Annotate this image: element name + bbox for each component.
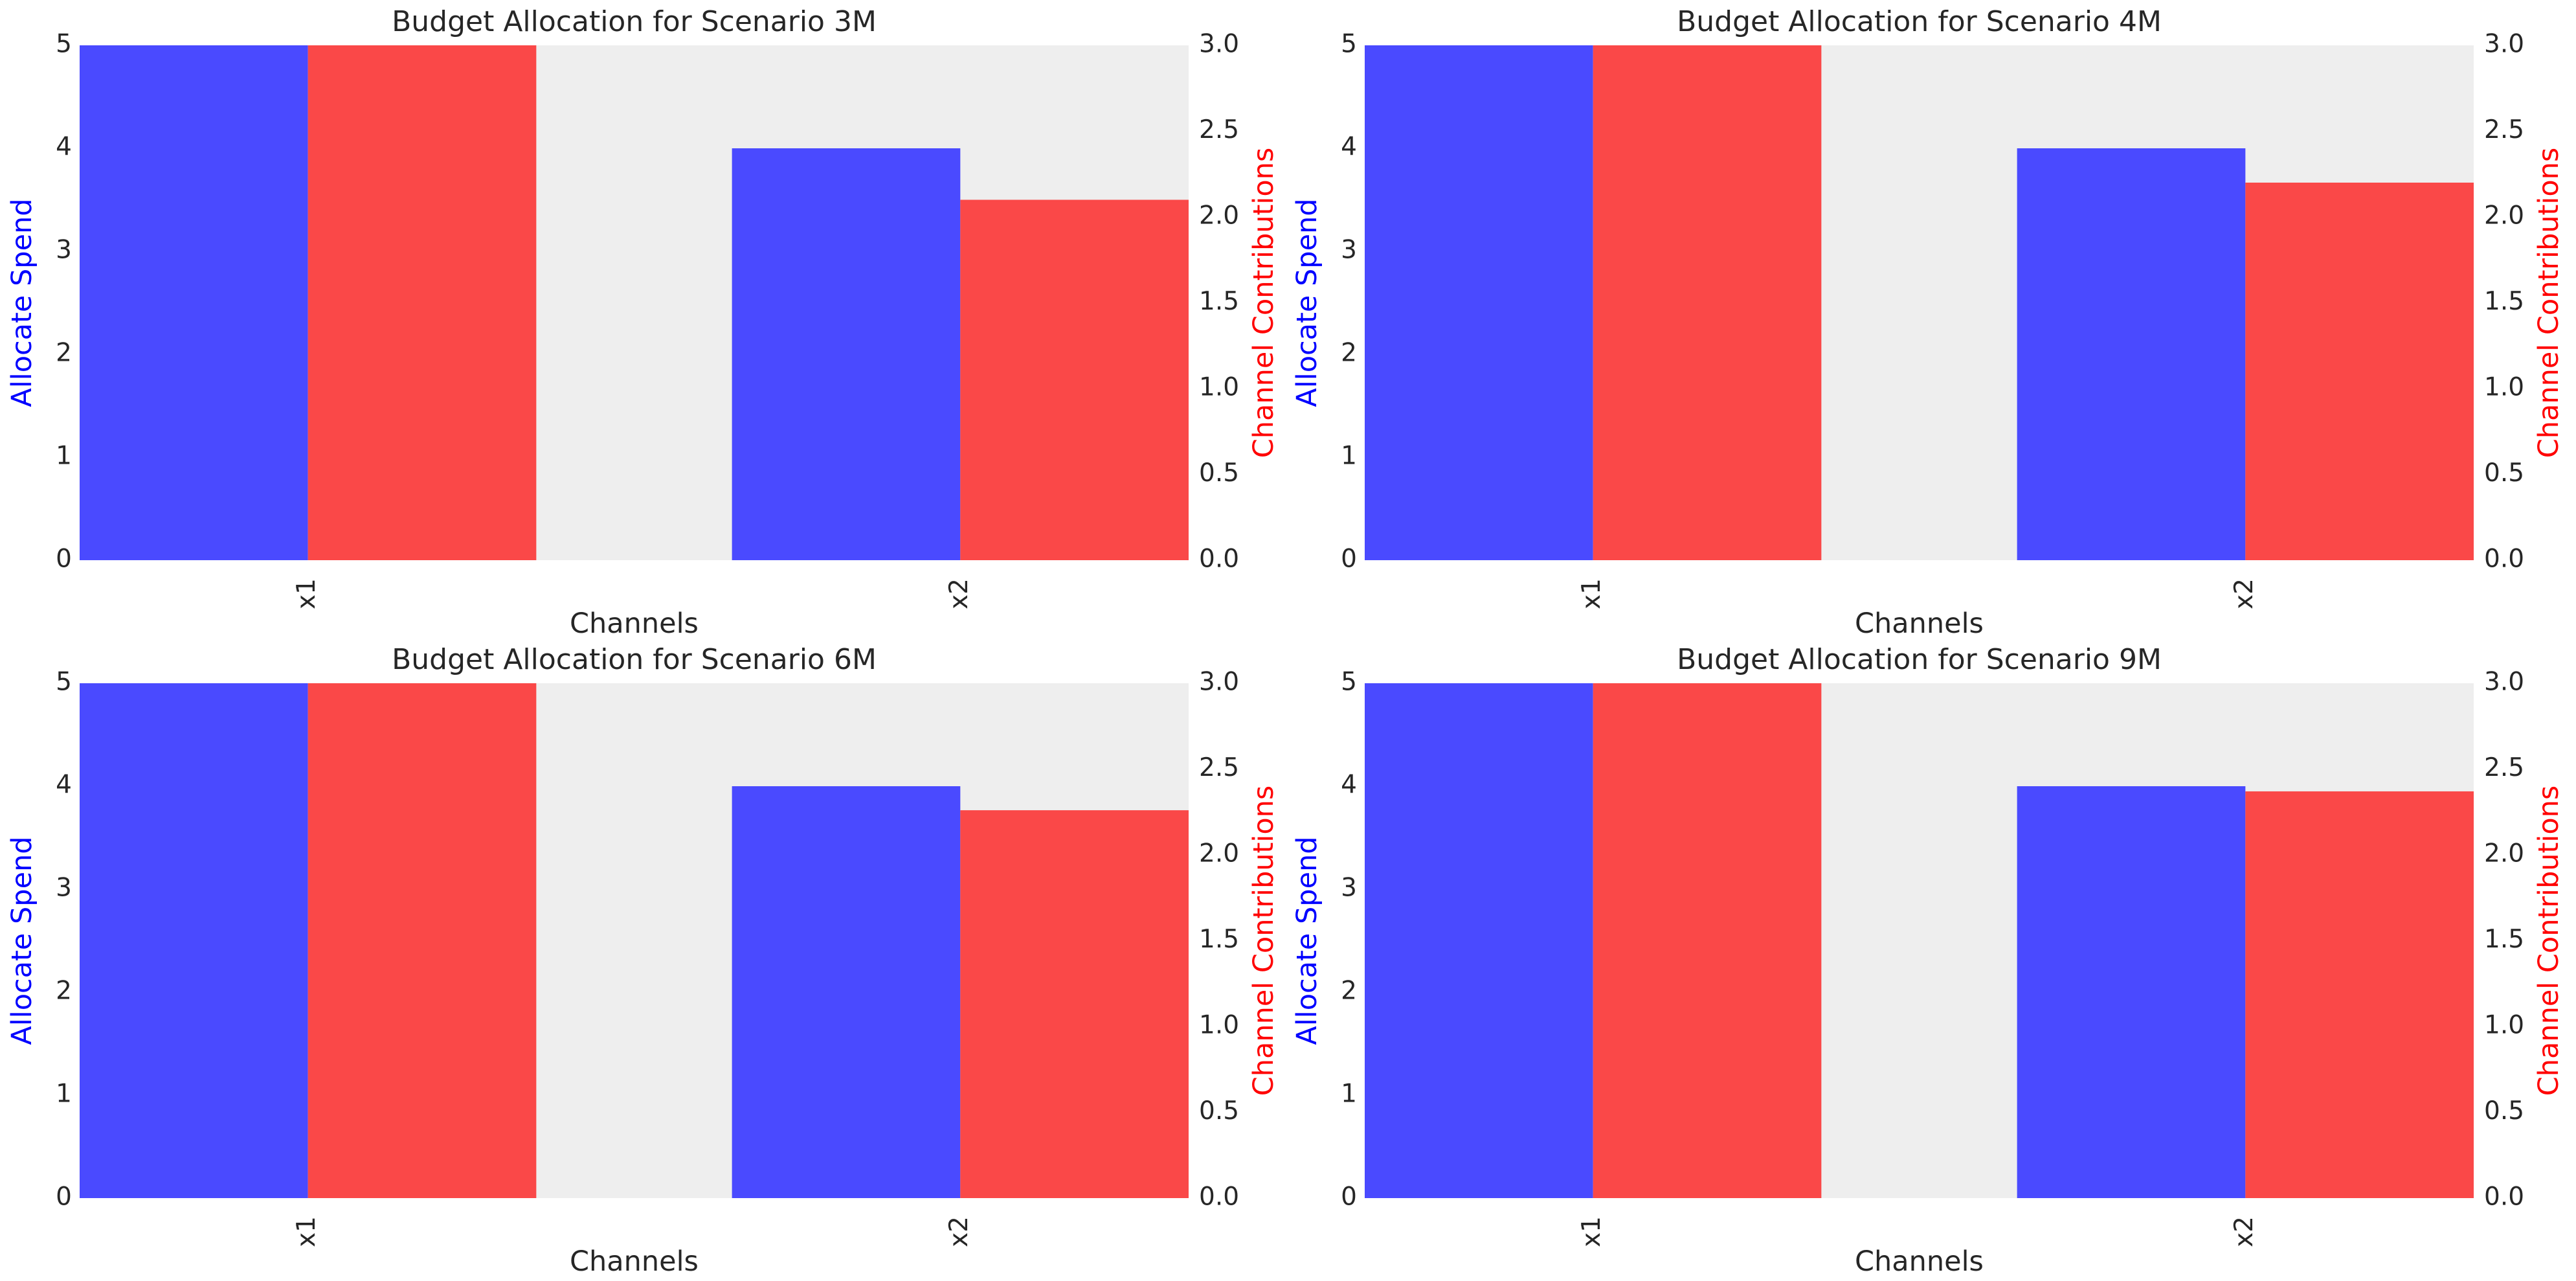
y-tick-label-right: 2.5 — [2484, 753, 2524, 782]
x-tick-label: x2 — [2230, 578, 2259, 609]
y-tick-label-right: 1.5 — [1199, 287, 1239, 316]
spend-bar-x2 — [2017, 148, 2246, 560]
y-tick-label-left: 1 — [56, 442, 72, 471]
y-tick-label-left: 5 — [1341, 30, 1357, 59]
x-axis-label: Channels — [1855, 607, 1984, 640]
y-tick-label-left: 2 — [1341, 977, 1357, 1006]
y-tick-label-left: 4 — [56, 771, 72, 800]
y-tick-label-left: 4 — [1341, 771, 1357, 800]
y-tick-label-right: 0.0 — [1199, 545, 1239, 574]
x-tick-label: x1 — [292, 1216, 321, 1247]
y-tick-label-right: 0.0 — [1199, 1183, 1239, 1212]
y-axis-label-right: Channel Contributions — [2533, 148, 2565, 459]
y-tick-label-left: 1 — [1341, 1080, 1357, 1109]
chart-panel-2: Budget Allocation for Scenario 4M x1 x2 0 1 2… — [1291, 5, 2565, 640]
spend-bar-x1 — [80, 45, 308, 560]
y-tick-label-left: 2 — [1341, 339, 1357, 368]
y-tick-label-right: 0.0 — [2484, 545, 2524, 574]
y-tick-label-right: 1.0 — [1199, 1011, 1239, 1040]
y-tick-label-left: 0 — [56, 1183, 72, 1212]
contribution-bar-x2 — [2245, 791, 2474, 1198]
spend-bar-x1 — [80, 683, 308, 1198]
x-axis-label: Channels — [1855, 1245, 1984, 1278]
y-tick-label-right: 1.0 — [2484, 373, 2524, 402]
x-tick-label: x2 — [945, 578, 974, 609]
contribution-bar-x1 — [308, 45, 537, 560]
x-axis-label: Channels — [570, 1245, 699, 1278]
y-tick-label-right: 3.0 — [1199, 30, 1239, 59]
y-tick-label-left: 5 — [56, 30, 72, 59]
y-tick-label-left: 3 — [56, 236, 72, 265]
chart-title: Budget Allocation for Scenario 6M — [392, 643, 877, 676]
y-tick-label-left: 3 — [1341, 236, 1357, 265]
y-tick-label-right: 1.5 — [1199, 925, 1239, 954]
x-tick-label: x2 — [2230, 1216, 2259, 1247]
x-tick-label: x1 — [1577, 1216, 1606, 1247]
y-tick-label-right: 2.5 — [2484, 115, 2524, 144]
y-tick-label-right: 0.5 — [2484, 459, 2524, 488]
y-axis-label-right: Channel Contributions — [1248, 148, 1280, 459]
chart-panel-4: Budget Allocation for Scenario 9M x1 x2 0 1 2… — [1291, 643, 2565, 1278]
spend-bar-x1 — [1365, 45, 1593, 560]
y-tick-label-left: 5 — [1341, 668, 1357, 697]
y-axis-label-left: Allocate Spend — [6, 198, 38, 407]
spend-bar-x2 — [2017, 786, 2246, 1198]
spend-bar-x1 — [1365, 683, 1593, 1198]
chart-title: Budget Allocation for Scenario 3M — [392, 5, 877, 38]
contribution-bar-x1 — [308, 683, 537, 1198]
y-tick-label-right: 2.0 — [1199, 201, 1239, 231]
spend-bar-x2 — [732, 786, 961, 1198]
y-tick-label-left: 1 — [56, 1080, 72, 1109]
y-tick-label-right: 0.5 — [1199, 459, 1239, 488]
y-axis-label-left: Allocate Spend — [6, 836, 38, 1045]
y-tick-label-right: 0.0 — [2484, 1183, 2524, 1212]
x-axis-label: Channels — [570, 607, 699, 640]
y-tick-label-right: 2.0 — [1199, 839, 1239, 868]
y-tick-label-left: 3 — [56, 874, 72, 903]
y-tick-label-right: 3.0 — [2484, 668, 2524, 697]
contribution-bar-x2 — [2245, 183, 2474, 560]
y-tick-label-left: 0 — [1341, 545, 1357, 574]
y-tick-label-right: 2.5 — [1199, 753, 1239, 782]
y-tick-label-left: 2 — [56, 977, 72, 1006]
y-tick-label-left: 4 — [56, 133, 72, 162]
y-tick-label-right: 3.0 — [2484, 30, 2524, 59]
y-tick-label-left: 3 — [1341, 874, 1357, 903]
y-axis-label-right: Channel Contributions — [2533, 786, 2565, 1096]
y-tick-label-right: 2.0 — [2484, 839, 2524, 868]
y-axis-label-left: Allocate Spend — [1291, 836, 1323, 1045]
chart-panel-1: Budget Allocation for Scenario 3M x1 x2 0 1 2… — [6, 5, 1280, 640]
contribution-bar-x2 — [960, 810, 1189, 1198]
chart-title: Budget Allocation for Scenario 9M — [1677, 643, 2162, 676]
x-tick-label: x1 — [292, 578, 321, 609]
y-tick-label-left: 1 — [1341, 442, 1357, 471]
y-tick-label-right: 2.5 — [1199, 115, 1239, 144]
y-tick-label-right: 1.5 — [2484, 925, 2524, 954]
y-tick-label-right: 0.5 — [1199, 1096, 1239, 1126]
contribution-bar-x2 — [960, 199, 1189, 560]
y-tick-label-left: 5 — [56, 668, 72, 697]
y-tick-label-right: 1.0 — [2484, 1011, 2524, 1040]
y-tick-label-right: 0.5 — [2484, 1096, 2524, 1126]
y-axis-label-right: Channel Contributions — [1248, 786, 1280, 1096]
chart-panel-3: Budget Allocation for Scenario 6M x1 x2 0 1 2… — [6, 643, 1280, 1278]
y-tick-label-left: 0 — [56, 545, 72, 574]
y-axis-label-left: Allocate Spend — [1291, 198, 1323, 407]
y-tick-label-left: 4 — [1341, 133, 1357, 162]
x-tick-label: x2 — [945, 1216, 974, 1247]
spend-bar-x2 — [732, 148, 961, 560]
y-tick-label-left: 0 — [1341, 1183, 1357, 1212]
y-tick-label-right: 1.0 — [1199, 373, 1239, 402]
y-tick-label-right: 3.0 — [1199, 668, 1239, 697]
chart-title: Budget Allocation for Scenario 4M — [1677, 5, 2162, 38]
contribution-bar-x1 — [1593, 45, 1822, 560]
y-tick-label-right: 1.5 — [2484, 287, 2524, 316]
contribution-bar-x1 — [1593, 683, 1822, 1198]
x-tick-label: x1 — [1577, 578, 1606, 609]
y-tick-label-left: 2 — [56, 339, 72, 368]
y-tick-label-right: 2.0 — [2484, 201, 2524, 231]
